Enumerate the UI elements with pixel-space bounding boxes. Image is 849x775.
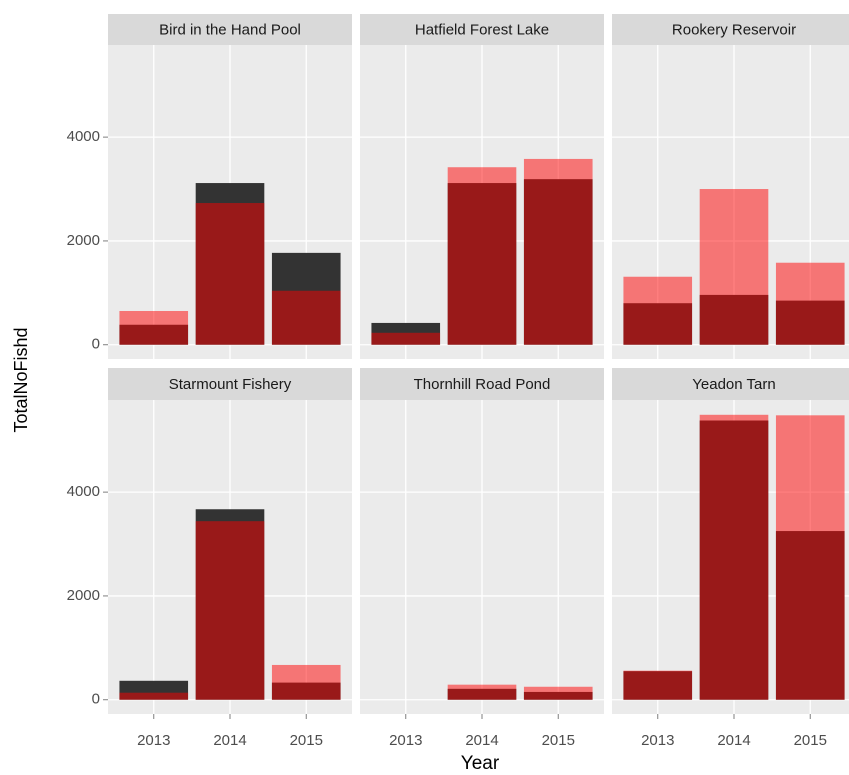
strip: [360, 14, 604, 45]
y-tick-label: 4000: [67, 483, 100, 500]
bar: [447, 684, 517, 700]
y-tick-label: 2000: [67, 587, 100, 604]
x-tick-label: 2014: [465, 732, 498, 749]
strip-title: Hatfield Forest Lake: [415, 21, 549, 38]
bar: [699, 189, 769, 345]
strip-title: Yeadon Tarn: [692, 376, 775, 393]
x-axis-title: Year: [461, 753, 500, 774]
bar: [699, 414, 769, 700]
x-tick-label: 2013: [641, 732, 674, 749]
strip-title: Bird in the Hand Pool: [159, 21, 301, 38]
bar: [119, 692, 189, 700]
x-tick-label: 2013: [389, 732, 422, 749]
x-tick-label: 2014: [717, 732, 750, 749]
bar: [775, 262, 845, 345]
strip-title: Starmount Fishery: [169, 376, 292, 393]
strip: [612, 14, 849, 45]
x-tick-label: 2015: [290, 732, 323, 749]
bar: [523, 158, 593, 345]
x-tick-label: 2014: [213, 732, 246, 749]
strip-title: Thornhill Road Pond: [414, 376, 551, 393]
x-tick-label: 2015: [542, 732, 575, 749]
strip-title: Rookery Reservoir: [672, 21, 796, 38]
bar: [119, 310, 189, 345]
strip: [360, 368, 604, 400]
bar: [623, 276, 693, 345]
strip: [612, 368, 849, 400]
bar: [195, 203, 265, 345]
bar: [195, 521, 265, 700]
bar: [623, 670, 693, 700]
x-tick-label: 2013: [137, 732, 170, 749]
y-tick-label: 2000: [67, 232, 100, 249]
bar: [371, 332, 441, 345]
strip: [108, 14, 352, 45]
bar: [271, 290, 341, 345]
y-tick-label: 4000: [67, 128, 100, 145]
y-axis-title: TotalNoFishd: [11, 327, 31, 432]
y-tick-label: 0: [92, 691, 100, 708]
bar: [447, 167, 517, 345]
bar: [271, 664, 341, 700]
x-tick-label: 2015: [794, 732, 827, 749]
bar: [775, 415, 845, 700]
strip: [108, 368, 352, 400]
bar: [523, 686, 593, 700]
y-tick-label: 0: [92, 336, 100, 353]
